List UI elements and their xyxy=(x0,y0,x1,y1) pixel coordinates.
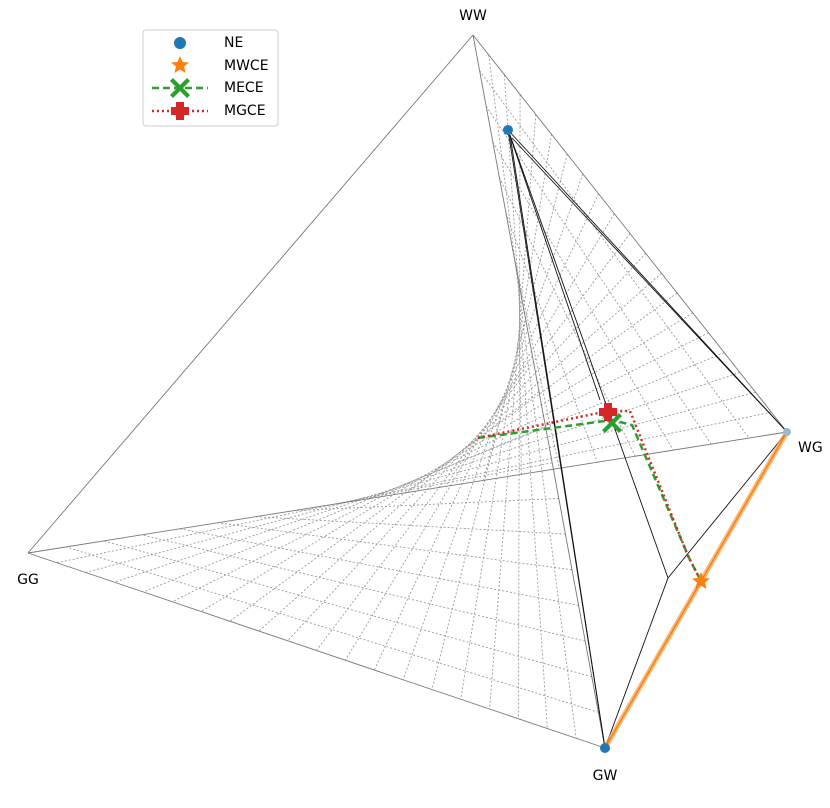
edge xyxy=(27,34,474,554)
surface-grid xyxy=(56,54,772,739)
region-line xyxy=(509,134,606,749)
vertex-label: GG xyxy=(17,572,39,588)
legend-label: NE xyxy=(224,35,243,51)
grid-line xyxy=(460,134,552,700)
grid-line xyxy=(143,352,725,593)
grid-line xyxy=(56,411,772,564)
ne-point xyxy=(503,125,513,135)
grid-line xyxy=(503,74,548,729)
vertex-label: WG xyxy=(798,440,823,456)
grid-line xyxy=(114,372,741,583)
edge xyxy=(27,552,606,749)
edge xyxy=(27,431,788,554)
legend: NE MWCE MECE MGCE xyxy=(142,29,279,127)
grid-line xyxy=(492,141,674,451)
mwce-point xyxy=(692,572,710,589)
ne-point xyxy=(783,428,791,436)
grid-line xyxy=(331,462,553,506)
mece-path xyxy=(477,418,703,582)
grid-line xyxy=(229,292,678,622)
grid-line xyxy=(65,546,599,713)
edge xyxy=(472,34,788,433)
region-line xyxy=(507,129,601,401)
grid-line xyxy=(103,540,592,678)
grid-line xyxy=(402,173,584,680)
legend-label: MECE xyxy=(224,80,264,96)
legend-marker xyxy=(171,102,189,120)
vertex-label: GW xyxy=(593,768,618,784)
mgce-point xyxy=(599,403,617,421)
edges xyxy=(27,34,788,749)
mwce-line xyxy=(604,431,788,749)
grid-line xyxy=(316,233,631,651)
legend-label: MWCE xyxy=(224,58,269,74)
legend-marker xyxy=(174,37,186,49)
grid-line xyxy=(217,522,573,571)
grid-line xyxy=(373,193,600,671)
region-line xyxy=(509,134,788,579)
legend-marker xyxy=(170,78,190,98)
ne-point xyxy=(600,743,610,753)
region-line xyxy=(604,577,669,749)
mgce-path xyxy=(477,409,703,582)
grid-line xyxy=(489,114,537,710)
edge xyxy=(472,34,606,749)
vertex-label: WW xyxy=(459,8,487,24)
legend-marker xyxy=(171,56,189,73)
legend-label: MGCE xyxy=(224,103,266,119)
grid-line xyxy=(505,213,598,463)
region-line xyxy=(511,137,788,433)
grid-line xyxy=(293,498,559,512)
